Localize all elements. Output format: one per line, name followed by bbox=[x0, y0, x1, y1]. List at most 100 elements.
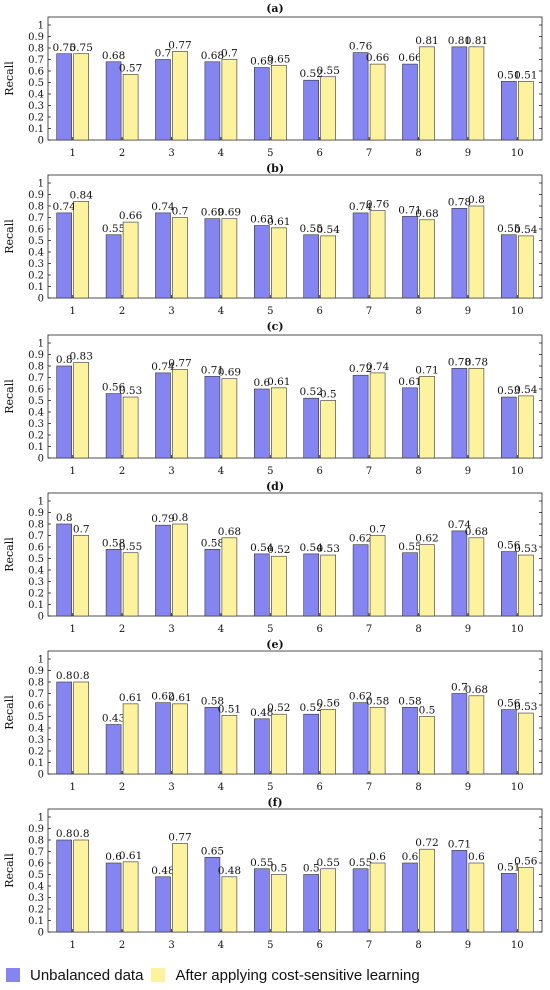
y-tick-label: 0.8 bbox=[28, 44, 44, 55]
bar-cost-sensitive bbox=[320, 554, 337, 617]
legend: Unbalanced data After applying cost-sens… bbox=[6, 963, 428, 987]
chart-panel-5: (e)00.10.20.30.40.50.60.70.80.91Recall10… bbox=[3, 638, 543, 793]
plot-frame bbox=[47, 808, 543, 933]
y-axis-label: Recall bbox=[3, 695, 16, 730]
data-label: 0.57 bbox=[119, 62, 142, 74]
data-label: 0.71 bbox=[448, 838, 471, 850]
data-label: 0.68 bbox=[218, 526, 241, 538]
x-tick-label: 9 bbox=[465, 148, 471, 159]
data-label: 0.53 bbox=[497, 385, 520, 397]
bar-cost-sensitive bbox=[468, 46, 485, 141]
y-tick-label: 0 bbox=[38, 454, 44, 465]
bar-unbalanced bbox=[56, 53, 73, 141]
y-tick-label: 0.1 bbox=[28, 600, 44, 611]
data-label: 0.74 bbox=[448, 519, 472, 531]
chart-panel-2: (b)00.10.20.30.40.50.60.70.80.91Recall10… bbox=[3, 162, 543, 317]
data-label: 0.74 bbox=[349, 201, 373, 213]
bar-unbalanced bbox=[254, 388, 270, 459]
panel-title: (b) bbox=[266, 162, 284, 175]
data-label: 0.52 bbox=[267, 544, 290, 556]
data-label: 0.7 bbox=[172, 206, 189, 218]
bar-unbalanced bbox=[352, 374, 369, 459]
data-label: 0.8 bbox=[56, 828, 73, 840]
bar-cost-sensitive bbox=[73, 53, 89, 141]
x-tick-label: 10 bbox=[511, 624, 524, 635]
data-label: 0.54 bbox=[317, 224, 341, 236]
data-label: 0.54 bbox=[514, 224, 538, 236]
bar-unbalanced bbox=[155, 876, 171, 933]
x-tick-label: 7 bbox=[366, 782, 372, 793]
data-label: 0.55 bbox=[119, 541, 142, 553]
y-tick-label: 0.5 bbox=[28, 236, 44, 247]
data-label: 0.77 bbox=[168, 831, 191, 843]
x-tick-label: 7 bbox=[366, 148, 372, 159]
y-tick-label: 0.2 bbox=[28, 113, 44, 124]
x-tick-label: 8 bbox=[415, 782, 421, 793]
y-tick-label: 1 bbox=[38, 179, 44, 190]
bar-unbalanced bbox=[402, 862, 418, 933]
bar-cost-sensitive bbox=[369, 862, 386, 933]
bar-unbalanced bbox=[352, 868, 369, 933]
chart-panel-6: (f)00.10.20.30.40.50.60.70.80.91Recall10… bbox=[3, 796, 543, 951]
bar-unbalanced bbox=[56, 212, 73, 299]
bar-unbalanced bbox=[204, 548, 221, 617]
bar-cost-sensitive bbox=[517, 712, 534, 775]
data-label: 0.77 bbox=[168, 39, 191, 51]
data-label: 0.52 bbox=[300, 386, 323, 398]
y-tick-label: 0.8 bbox=[28, 520, 44, 531]
bar-cost-sensitive bbox=[468, 862, 485, 933]
bar-unbalanced bbox=[451, 367, 468, 459]
x-tick-label: 7 bbox=[366, 306, 372, 317]
x-tick-label: 1 bbox=[70, 782, 76, 793]
x-tick-label: 8 bbox=[415, 306, 421, 317]
bar-cost-sensitive bbox=[270, 227, 287, 299]
x-tick-label: 5 bbox=[267, 940, 273, 951]
y-axis-label: Recall bbox=[3, 537, 16, 572]
x-tick-label: 6 bbox=[317, 306, 323, 317]
data-label: 0.55 bbox=[102, 223, 125, 235]
data-label: 0.63 bbox=[250, 56, 273, 68]
data-label: 0.51 bbox=[497, 69, 520, 81]
data-label: 0.77 bbox=[168, 357, 191, 369]
bar-unbalanced bbox=[352, 52, 369, 141]
data-label: 0.6 bbox=[369, 851, 386, 863]
x-tick-label: 8 bbox=[415, 148, 421, 159]
x-tick-label: 2 bbox=[119, 782, 125, 793]
bar-cost-sensitive bbox=[122, 552, 139, 617]
data-label: 0.56 bbox=[102, 382, 126, 394]
data-label: 0.55 bbox=[349, 857, 372, 869]
data-label: 0.62 bbox=[151, 691, 174, 703]
data-label: 0.68 bbox=[415, 208, 438, 220]
y-tick-label: 1 bbox=[38, 497, 44, 508]
y-tick-label: 0.6 bbox=[28, 859, 44, 870]
panel-title: (a) bbox=[266, 2, 284, 15]
bar-cost-sensitive bbox=[517, 554, 534, 617]
data-label: 0.78 bbox=[448, 356, 471, 368]
bar-unbalanced bbox=[105, 724, 122, 775]
bar-cost-sensitive bbox=[172, 843, 188, 933]
y-tick-label: 0.7 bbox=[28, 847, 44, 858]
y-tick-label: 0.4 bbox=[28, 248, 44, 259]
data-label: 0.66 bbox=[366, 52, 390, 64]
bar-cost-sensitive bbox=[369, 706, 386, 775]
data-label: 0.78 bbox=[465, 356, 488, 368]
y-tick-label: 0.8 bbox=[28, 362, 44, 373]
y-tick-label: 0.9 bbox=[28, 666, 44, 677]
data-label: 0.65 bbox=[267, 53, 290, 65]
bar-cost-sensitive bbox=[270, 713, 287, 775]
data-label: 0.8 bbox=[56, 354, 73, 366]
y-tick-label: 0.5 bbox=[28, 78, 44, 89]
plot-frame bbox=[47, 650, 543, 775]
data-label: 0.71 bbox=[398, 204, 421, 216]
data-label: 0.81 bbox=[415, 35, 438, 47]
x-tick-label: 4 bbox=[218, 782, 224, 793]
x-tick-label: 10 bbox=[511, 466, 524, 477]
data-label: 0.78 bbox=[448, 196, 471, 208]
y-tick-label: 0.6 bbox=[28, 701, 44, 712]
data-label: 0.58 bbox=[102, 537, 125, 549]
bar-unbalanced bbox=[352, 702, 369, 775]
y-tick-label: 0.6 bbox=[28, 67, 44, 78]
bar-cost-sensitive bbox=[73, 839, 89, 933]
y-tick-label: 0.6 bbox=[28, 543, 44, 554]
data-label: 0.83 bbox=[70, 351, 93, 363]
